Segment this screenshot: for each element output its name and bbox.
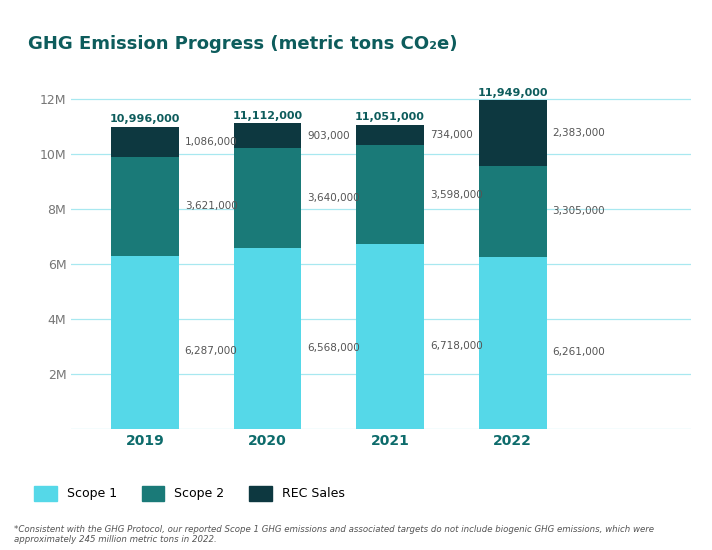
Bar [479, 257, 547, 429]
Text: GHG Emission Progress (metric tons CO₂e): GHG Emission Progress (metric tons CO₂e) [28, 35, 457, 53]
Bar [479, 166, 547, 257]
Text: 10,996,000: 10,996,000 [110, 114, 180, 124]
Legend: Scope 1, Scope 2, REC Sales: Scope 1, Scope 2, REC Sales [34, 486, 345, 500]
Text: 3,598,000: 3,598,000 [430, 190, 483, 200]
Text: 11,112,000: 11,112,000 [232, 111, 303, 120]
Bar [234, 249, 301, 429]
Bar [357, 145, 424, 244]
Text: 6,287,000: 6,287,000 [184, 346, 237, 356]
Text: 3,621,000: 3,621,000 [184, 201, 237, 211]
Text: 11,051,000: 11,051,000 [355, 112, 425, 122]
Text: 6,568,000: 6,568,000 [308, 343, 360, 353]
Text: 734,000: 734,000 [430, 130, 473, 140]
Text: 903,000: 903,000 [308, 131, 350, 141]
Text: 2,383,000: 2,383,000 [553, 128, 605, 138]
Bar [234, 148, 301, 249]
Bar [234, 123, 301, 148]
Bar [479, 101, 547, 166]
Text: 3,640,000: 3,640,000 [308, 194, 360, 204]
Bar [111, 256, 179, 429]
Text: *Consistent with the GHG Protocol, our reported Scope 1 GHG emissions and associ: *Consistent with the GHG Protocol, our r… [14, 525, 654, 544]
Text: 3,305,000: 3,305,000 [553, 206, 605, 216]
Text: 6,261,000: 6,261,000 [553, 346, 605, 356]
Text: 1,086,000: 1,086,000 [184, 136, 237, 147]
Bar [357, 125, 424, 145]
Bar [111, 126, 179, 157]
Text: 6,718,000: 6,718,000 [430, 341, 483, 351]
Text: 11,949,000: 11,949,000 [478, 87, 548, 98]
Bar [357, 244, 424, 429]
Bar [111, 157, 179, 256]
